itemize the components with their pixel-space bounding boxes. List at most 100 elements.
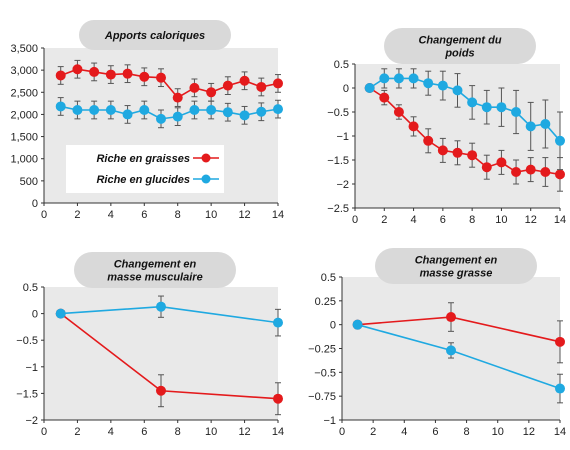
y-tick-label: 0 bbox=[32, 198, 38, 210]
data-point bbox=[437, 80, 448, 91]
data-point bbox=[446, 345, 456, 356]
y-tick-label: −0.5 bbox=[327, 107, 349, 119]
data-point bbox=[555, 336, 565, 347]
series-1 bbox=[55, 59, 283, 107]
data-point bbox=[481, 102, 492, 113]
y-tick-label: 0 bbox=[32, 309, 38, 321]
x-tick-label: 2 bbox=[381, 214, 387, 226]
data-point bbox=[139, 71, 150, 82]
series-2 bbox=[55, 97, 283, 129]
data-point bbox=[189, 82, 200, 93]
data-point bbox=[222, 80, 233, 91]
legend-label: Riche en glucides bbox=[96, 174, 190, 186]
data-point bbox=[172, 92, 183, 103]
data-point bbox=[496, 102, 507, 113]
series-2 bbox=[364, 68, 565, 171]
chart-panel-3: 0 2 4 6 8 10 12 14 0.5 0 −0.5 −1 −1.5 −2 Changement en… bbox=[16, 252, 284, 438]
chart-title-pill bbox=[79, 20, 231, 50]
data-point bbox=[105, 69, 116, 80]
data-point bbox=[408, 73, 419, 84]
data-point bbox=[273, 104, 283, 115]
data-point bbox=[273, 78, 283, 89]
data-point bbox=[446, 312, 456, 323]
y-tick-label: 1,000 bbox=[10, 154, 38, 166]
data-point bbox=[540, 119, 551, 129]
y-tick-label: 0.5 bbox=[23, 282, 38, 294]
y-tick-label: 2,000 bbox=[10, 109, 38, 121]
x-tick-label: 14 bbox=[554, 214, 566, 226]
y-tick-label: −2.5 bbox=[327, 203, 349, 215]
chart-panel-1: 0 2 4 6 8 10 12 14 0 500 1,000 1,500 2,000 2,500 3,000… bbox=[10, 20, 284, 221]
data-point bbox=[105, 105, 116, 115]
data-point bbox=[364, 83, 375, 93]
chart-title-pill bbox=[375, 248, 537, 284]
y-tick-label: −1 bbox=[336, 131, 349, 143]
y-tick-label: −1 bbox=[25, 362, 38, 374]
chart-title: Changement du bbox=[418, 35, 501, 47]
data-point bbox=[206, 105, 217, 115]
x-tick-label: 8 bbox=[175, 209, 181, 221]
x-tick-label: 4 bbox=[108, 426, 114, 438]
data-point bbox=[452, 147, 463, 158]
x-tick-label: 14 bbox=[272, 209, 284, 221]
data-point bbox=[393, 107, 404, 117]
legend-box bbox=[66, 145, 224, 193]
chart-title: masse musculaire bbox=[107, 272, 202, 284]
x-tick-label: 4 bbox=[411, 214, 417, 226]
y-tick-label: −1.5 bbox=[327, 155, 349, 167]
data-point bbox=[55, 308, 66, 319]
x-tick-label: 2 bbox=[370, 426, 376, 438]
y-tick-label: 2,500 bbox=[10, 87, 38, 99]
data-point bbox=[555, 383, 565, 394]
x-tick-label: 12 bbox=[525, 214, 537, 226]
y-tick-label: 1,500 bbox=[10, 132, 38, 144]
data-point bbox=[122, 68, 133, 79]
chart-title: poids bbox=[444, 48, 474, 60]
series-2 bbox=[352, 319, 565, 404]
y-tick-label: 0.25 bbox=[315, 296, 336, 308]
series-2 bbox=[55, 295, 283, 337]
y-tick-label: −1 bbox=[323, 415, 336, 427]
data-point bbox=[423, 78, 434, 89]
data-point bbox=[273, 393, 283, 404]
data-point bbox=[89, 66, 100, 77]
chart-panel-2: 0 2 4 6 8 10 12 14 0.5 0 −0.5 −1 −1.5 −2 −2.5 Changemen… bbox=[327, 28, 566, 226]
x-tick-label: 8 bbox=[469, 214, 475, 226]
y-tick-label: −0.5 bbox=[314, 367, 336, 379]
x-tick-label: 0 bbox=[339, 426, 345, 438]
y-tick-label: −0.75 bbox=[308, 391, 336, 403]
x-tick-label: 6 bbox=[432, 426, 438, 438]
data-point bbox=[540, 167, 551, 177]
data-point bbox=[156, 385, 166, 396]
chart-title: masse grasse bbox=[420, 268, 493, 280]
x-tick-label: 6 bbox=[440, 214, 446, 226]
data-point bbox=[72, 64, 83, 75]
data-point bbox=[156, 72, 166, 83]
data-point bbox=[496, 157, 507, 168]
y-tick-label: 0.5 bbox=[334, 59, 349, 71]
chart-title-pill bbox=[74, 252, 236, 288]
y-tick-label: 0 bbox=[330, 320, 336, 332]
y-tick-label: 3,000 bbox=[10, 65, 38, 77]
data-point bbox=[172, 111, 183, 122]
x-tick-label: 8 bbox=[464, 426, 470, 438]
data-point bbox=[206, 87, 217, 98]
x-tick-label: 2 bbox=[74, 209, 80, 221]
legend: Riche en graisses Riche en glucides bbox=[66, 145, 224, 193]
data-point bbox=[379, 92, 390, 103]
data-point bbox=[467, 97, 478, 108]
y-tick-label: 0.5 bbox=[321, 272, 336, 284]
x-tick-label: 6 bbox=[141, 426, 147, 438]
data-point bbox=[139, 105, 150, 115]
y-tick-label: −1.5 bbox=[16, 388, 38, 400]
data-point bbox=[222, 107, 233, 118]
data-point bbox=[525, 164, 536, 175]
chart-title: Changement en bbox=[114, 259, 197, 271]
data-point bbox=[393, 73, 404, 84]
data-point bbox=[352, 319, 363, 330]
data-point bbox=[525, 121, 536, 132]
data-point bbox=[511, 167, 522, 177]
y-tick-label: 3,500 bbox=[10, 43, 38, 55]
data-point bbox=[481, 162, 492, 173]
data-point bbox=[555, 169, 565, 180]
